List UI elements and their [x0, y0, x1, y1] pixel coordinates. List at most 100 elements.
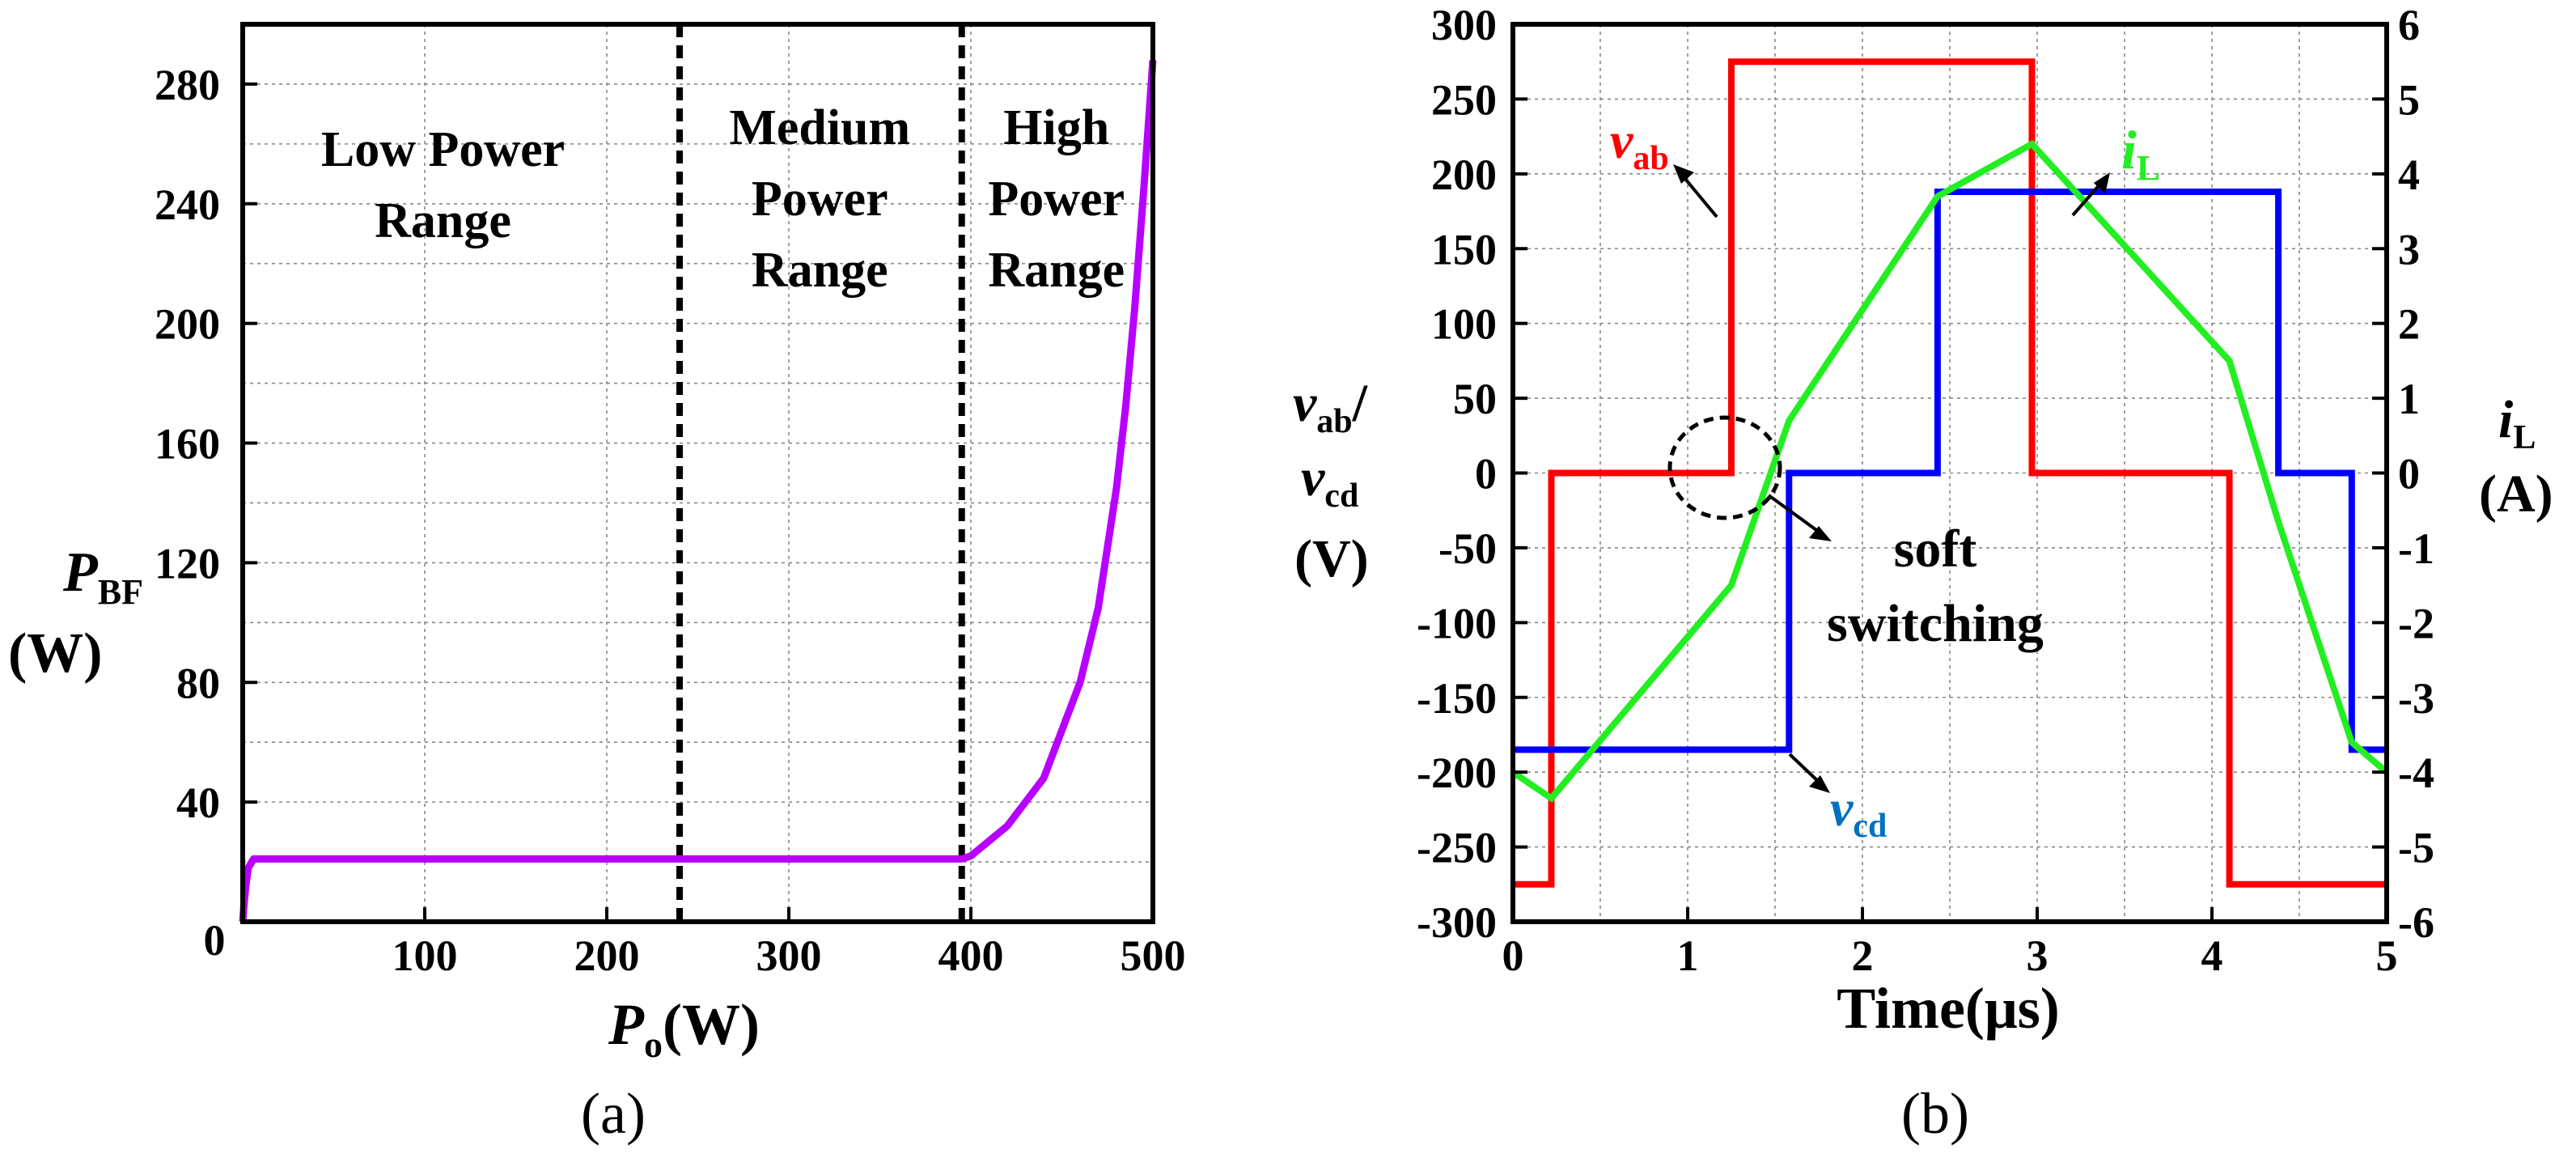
- panel-b-right-tick-label: 6: [2398, 1, 2420, 49]
- panel-b-x-tick-label: 0: [1502, 931, 1524, 980]
- panel-b-right-label-unit: (A): [2479, 465, 2553, 524]
- soft-switching-circle: [1667, 415, 1782, 520]
- vab-label-group: vab: [1610, 112, 1718, 218]
- panel-b-left-tick-labels: 300 250 200 150 100 50 0 -50 -100 -150 -200 -250 -30…: [1417, 1, 1497, 947]
- panel-a-y-tick-label: 160: [155, 420, 220, 469]
- panel-a-y-tick-label: 120: [155, 539, 220, 588]
- panel-b-left-tick-label: -300: [1417, 898, 1497, 947]
- soft-switching-line-1: soft: [1894, 520, 1977, 579]
- panel-b-series-v_cd: [1513, 189, 2387, 753]
- panel-a-region-label: Medium: [729, 100, 910, 155]
- panel-b-left-tick-label: 250: [1431, 75, 1497, 124]
- soft-switching-line-2: switching: [1827, 594, 2044, 653]
- panel-b-left-tick-label: -250: [1417, 824, 1497, 872]
- il-label: iL: [2121, 119, 2160, 188]
- vcd-label-group: vcd: [1788, 753, 1887, 845]
- panel-b-x-tick-label: 2: [1852, 931, 1874, 980]
- panel-a-region-label: Power: [752, 172, 888, 227]
- panel-b-x-label: Time(μs): [1837, 976, 2059, 1041]
- panel-b-left-tick-label: -50: [1438, 524, 1497, 573]
- panel-b-right-tick-label: -3: [2398, 674, 2434, 723]
- soft-switching-annotation: soft switching: [1667, 415, 2044, 653]
- panel-a-x-tick-label: 300: [756, 931, 822, 980]
- panel-b-left-tick-label: 200: [1431, 151, 1497, 199]
- panel-a-x-label-unit: (W): [663, 992, 760, 1057]
- panel-a-x-label-main: P: [608, 992, 645, 1057]
- panel-a-y-tick-label: 280: [155, 61, 220, 109]
- panel-a-y-label-unit: (W): [8, 622, 103, 685]
- vcd-pointer-head: [1809, 775, 1830, 793]
- panel-b-right-tick-label: -6: [2398, 898, 2434, 947]
- panel-b-right-tick-label: -4: [2398, 749, 2434, 797]
- panel-b-right-tick-label: -5: [2398, 824, 2434, 872]
- panel-b-left-tick-label: 50: [1453, 375, 1497, 423]
- panel-a-y-tick-label: 40: [176, 779, 220, 827]
- panel-a-x-tick-label: 400: [938, 931, 1004, 980]
- soft-switching-pointer: [1767, 494, 1824, 536]
- panel-a-plot-frame: [240, 22, 1155, 924]
- vab-pointer: [1680, 172, 1718, 218]
- panel-b-right-tick-label: -2: [2398, 599, 2434, 647]
- panel-b-series: [1510, 58, 2389, 888]
- panel-b-series-i_L: [1510, 139, 2389, 803]
- panel-a-y-label: PBF: [62, 541, 143, 612]
- panel-b-right-tick-label: -1: [2398, 524, 2434, 573]
- il-label-group: iL: [2071, 119, 2160, 217]
- panel-a-y-tick-0: 0: [204, 916, 226, 965]
- panel-b-series-v_ab: [1513, 58, 2387, 888]
- panel-a-series-0: [239, 60, 1157, 923]
- panel-b-right-tick-label: 3: [2398, 225, 2420, 274]
- panel-b-grid: [1513, 24, 2387, 922]
- panel-a-x-tick-label: 500: [1121, 931, 1186, 980]
- panel-b-x-tick-label: 1: [1677, 931, 1699, 980]
- vcd-label: vcd: [1830, 779, 1887, 845]
- panel-a-caption: (a): [581, 1081, 646, 1146]
- panel-b-right-label: iL: [2498, 390, 2536, 456]
- panel-a-x-tick-labels: 100 200 300 400 500: [392, 931, 1186, 980]
- panel-b-left-tick-label: -150: [1417, 674, 1497, 723]
- panel-b-right-tick-label: 4: [2398, 151, 2420, 199]
- panel-b-right-tick-label: 0: [2398, 450, 2420, 499]
- soft-switching-pointer-head: [1809, 526, 1832, 541]
- panel-a-x-label: Po(W): [608, 992, 760, 1065]
- panel-b-x-tick-label: 4: [2201, 931, 2223, 980]
- panel-a-y-tick-label: 200: [155, 300, 220, 349]
- panel-a-series: [239, 60, 1157, 923]
- panel-b-right-tick-labels: 6 5 4 3 2 1 0 -1 -2 -3 -4 -5 -6: [2398, 1, 2434, 947]
- vab-label: vab: [1610, 112, 1669, 177]
- panel-b-x-tick-label: 3: [2027, 931, 2049, 980]
- panel-b-left-tick-label: -100: [1417, 599, 1497, 647]
- panel-b-tick-marks: [1511, 23, 2388, 923]
- panel-b-left-tick-label: 100: [1431, 300, 1497, 349]
- panel-a-tick-marks: [241, 82, 1155, 923]
- panel-a-region-label: Power: [988, 172, 1125, 227]
- panel-b-left-tick-label: 300: [1431, 1, 1497, 49]
- panel-a-y-tick-label: 240: [155, 180, 220, 229]
- panel-a-region-label: High: [1003, 100, 1109, 155]
- panel-b-left-tick-label: -200: [1417, 749, 1497, 797]
- panel-a-y-label-main: P: [62, 541, 99, 604]
- panel-a-region-label: Range: [752, 243, 888, 298]
- panel-a-x-tick-label: 100: [392, 931, 458, 980]
- panel-a-y-tick-labels: 40 80 120 160 200 240 280: [155, 61, 220, 827]
- panel-b-left-tick-label: 150: [1431, 225, 1497, 274]
- il-pointer-head: [2094, 172, 2110, 194]
- panel-b-x-tick-labels: 0 1 2 3 4 5: [1502, 931, 2398, 980]
- panel-b-left-tick-label: 0: [1475, 450, 1497, 499]
- panel-a-region-labels: Low Power Range Medium Power Range High Power R…: [321, 100, 1125, 298]
- panel-a-x-label-sub: o: [644, 1024, 663, 1065]
- panel-b-caption: (b): [1901, 1081, 1969, 1146]
- panel-a-range-boundaries: [676, 24, 965, 922]
- panel-b-right-tick-label: 5: [2398, 75, 2420, 124]
- panel-a-y-label-sub: BF: [98, 572, 143, 612]
- panel-a-region-label: Low Power: [321, 122, 565, 177]
- panel-b-left-label-line1: vab/: [1293, 374, 1369, 440]
- panel-a-x-tick-label: 200: [574, 931, 640, 980]
- panel-a-chart: 100 200 300 400 500 40 80 120 160 200 240 280 Low …: [8, 22, 1186, 1146]
- panel-b-right-tick-label: 2: [2398, 300, 2420, 349]
- panel-a-y-tick-label: 80: [176, 659, 220, 707]
- panel-b-x-tick-label: 5: [2376, 931, 2398, 980]
- panel-a-grid: [243, 24, 1153, 922]
- panel-b-left-label-line2: vcd: [1301, 448, 1358, 515]
